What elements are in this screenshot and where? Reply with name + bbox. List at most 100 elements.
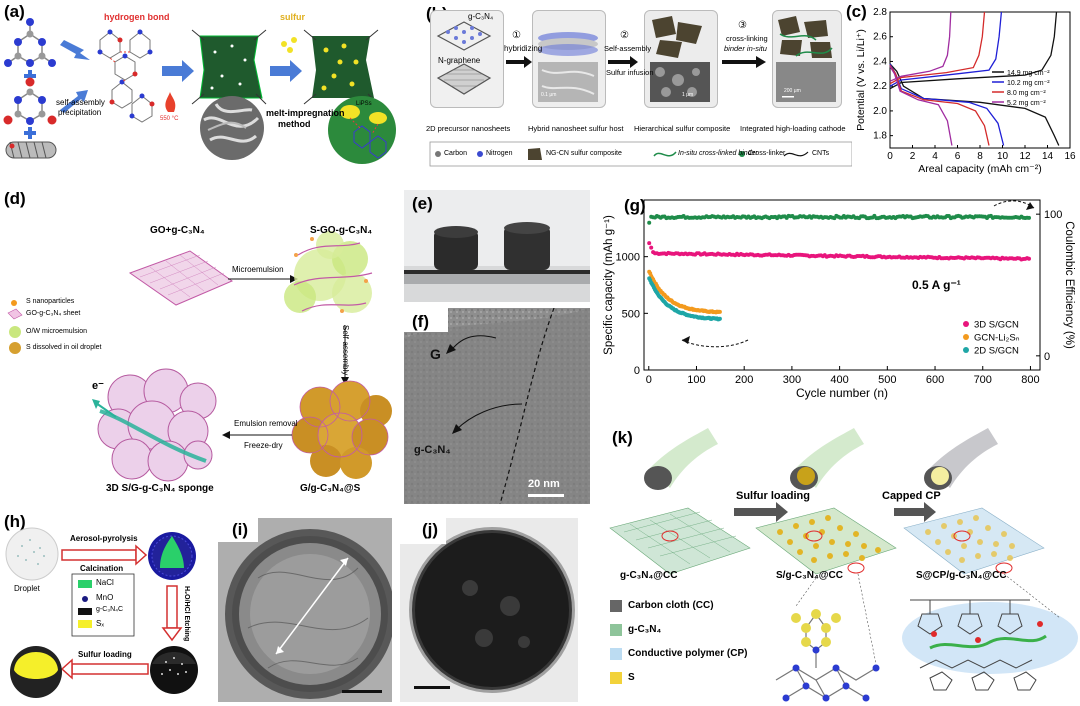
legend-gcnc: g-C₃N₄C <box>96 606 124 613</box>
lipss-label: LiPSs <box>356 101 372 107</box>
y-tick-label: 2.4 <box>873 56 887 67</box>
step3-label-a: cross-linking <box>726 34 768 43</box>
y-axis-label: Specific capacity (mAh g⁻¹) <box>603 215 615 355</box>
panel-g: (g) 0.5 A g⁻¹ 0 100 200 300 400 500 600 700 800 0… <box>598 190 1080 412</box>
legend-s-nanoparticles: S nanoparticles <box>26 298 75 305</box>
panel-a: (a) <box>0 0 420 165</box>
x-tick-label: 400 <box>830 374 848 386</box>
x-tick-label: 12 <box>1019 151 1031 162</box>
temperature-label: 550 °C <box>160 116 179 122</box>
x-tick-label: 16 <box>1064 151 1076 162</box>
sem-image-circle <box>200 96 264 160</box>
caption-cathode: Integrated high-loading cathode <box>740 124 846 133</box>
x-tick-label: 0 <box>646 374 652 386</box>
y-tick-label: 2.2 <box>873 81 887 92</box>
gcn-sheet <box>436 21 492 51</box>
series-line-discharge <box>889 66 953 146</box>
x-tick-label: 8 <box>977 151 983 162</box>
n-graphene-sheet <box>436 63 492 95</box>
data-point <box>717 316 722 321</box>
hydrogen-bond-structure <box>99 31 153 123</box>
x-tick-label: 0 <box>887 151 893 162</box>
arrow-icon <box>608 56 638 68</box>
y-tick-label: 2.6 <box>873 32 887 43</box>
x-axis-label: Areal capacity (mAh cm⁻²) <box>918 163 1041 175</box>
arrow-icon <box>722 56 766 68</box>
panel-g-label: (g) <box>624 196 646 215</box>
panel-a-illustration <box>3 18 396 164</box>
etching-label: H₂O/HCl Etching <box>183 586 190 642</box>
step2-label-b: Sulfur infusion <box>606 68 654 77</box>
panel-c-label: (c) <box>846 2 867 21</box>
series-line-charge <box>889 11 986 85</box>
scale-bar-label: 200 μm <box>784 88 801 94</box>
arrow-icon <box>506 56 532 68</box>
step2-number: ② <box>620 30 629 41</box>
series-line-discharge <box>889 63 1060 146</box>
y-tick-label: 0 <box>634 365 640 377</box>
voltage-profile-chart: 0 2 4 6 8 10 12 14 16 1.8 2.0 2.2 2.4 2.6 2.8 Areal cap… <box>855 7 1076 175</box>
calcination-label: Calcination <box>80 564 124 573</box>
gcn-label: g-C₃N₄ <box>468 12 494 21</box>
carbon-cloth-2 <box>755 507 897 575</box>
sponge-photo <box>404 222 590 302</box>
melt-impregnation-label: melt-impregnation <box>266 108 345 118</box>
x-tick-label: 6 <box>955 151 961 162</box>
panel-h-illustration <box>5 527 198 698</box>
data-point <box>717 309 722 314</box>
emulsion-removal-label: Emulsion removal <box>234 419 298 428</box>
x-tick-label: 14 <box>1042 151 1054 162</box>
legend-carbon: Carbon <box>444 150 467 157</box>
aerosol-pyrolysis-label: Aerosol-pyrolysis <box>70 534 138 543</box>
emulsion-cluster <box>284 231 373 313</box>
data-point <box>647 220 652 225</box>
panel-b: (b) <box>420 0 852 168</box>
legend-gcn: g-C₃N₄ <box>628 624 662 635</box>
series-2D S/GCN <box>647 276 722 322</box>
x-tick-label: 10 <box>997 151 1009 162</box>
data-point <box>1027 215 1031 220</box>
x-tick-label: 500 <box>878 374 896 386</box>
legend-entry: 10.2 mg cm⁻² <box>1007 80 1050 87</box>
legend-marker <box>963 334 969 340</box>
electron-label: e⁻ <box>92 380 104 392</box>
legend-nacl: NaCl <box>96 578 114 587</box>
x-tick-label: 600 <box>926 374 944 386</box>
series-line-charge <box>889 11 952 82</box>
legend-oil-droplet: S dissolved in oil droplet <box>26 344 102 351</box>
step1-number: ① <box>512 30 521 41</box>
ggcn-s-title: G/g-C₃N₄@S <box>300 483 361 494</box>
panel-d-label: (d) <box>4 189 26 208</box>
cycling-performance-chart: 0 100 200 300 400 500 600 700 800 0 500 1000 0 100 Cyc… <box>603 199 1075 400</box>
panel-k-label: (k) <box>612 428 633 447</box>
x-axis-label: Cycle number (n) <box>796 386 888 400</box>
plus-icon <box>24 70 36 82</box>
sulfur-label: sulfur <box>280 12 306 22</box>
freeze-dry-label: Freeze-dry <box>244 441 283 450</box>
panel-e-label: (e) <box>412 194 433 213</box>
microemulsion-label: Microemulsion <box>232 265 284 274</box>
scale-bar-label: 20 nm <box>528 478 560 490</box>
x-tick-label: 4 <box>932 151 938 162</box>
series-GCN-Li₂Sₙ <box>647 269 722 315</box>
melamine-atoms <box>4 18 56 67</box>
x-tick-label: 100 <box>687 374 705 386</box>
axis-arrow-left <box>681 339 749 348</box>
x-tick-label: 300 <box>783 374 801 386</box>
s-cp-gcn-cc-label: S@CP/g-C₃N₄@CC <box>916 570 1007 581</box>
data-point <box>1027 256 1031 261</box>
panel-d: (d) <box>0 185 400 505</box>
legend-entry: 5.2 mg cm⁻² <box>1007 100 1046 107</box>
arrow-icon <box>60 90 88 113</box>
legend-ngcn-composite: NG-CN sulfur composite <box>546 150 622 157</box>
arrow-icon <box>270 60 302 82</box>
legend-marker <box>963 321 969 327</box>
series-line-charge <box>889 11 1003 87</box>
legend-entry: 8.0 mg cm⁻² <box>1007 90 1046 97</box>
method-label: method <box>278 119 311 129</box>
legend-nitrogen: Nitrogen <box>486 150 513 157</box>
zoom-circle <box>328 96 396 164</box>
arrow-icon <box>894 502 936 522</box>
droplet-label: Droplet <box>14 584 40 593</box>
sponge-title: 3D S/G-g-C₃N₄ sponge <box>106 483 214 494</box>
